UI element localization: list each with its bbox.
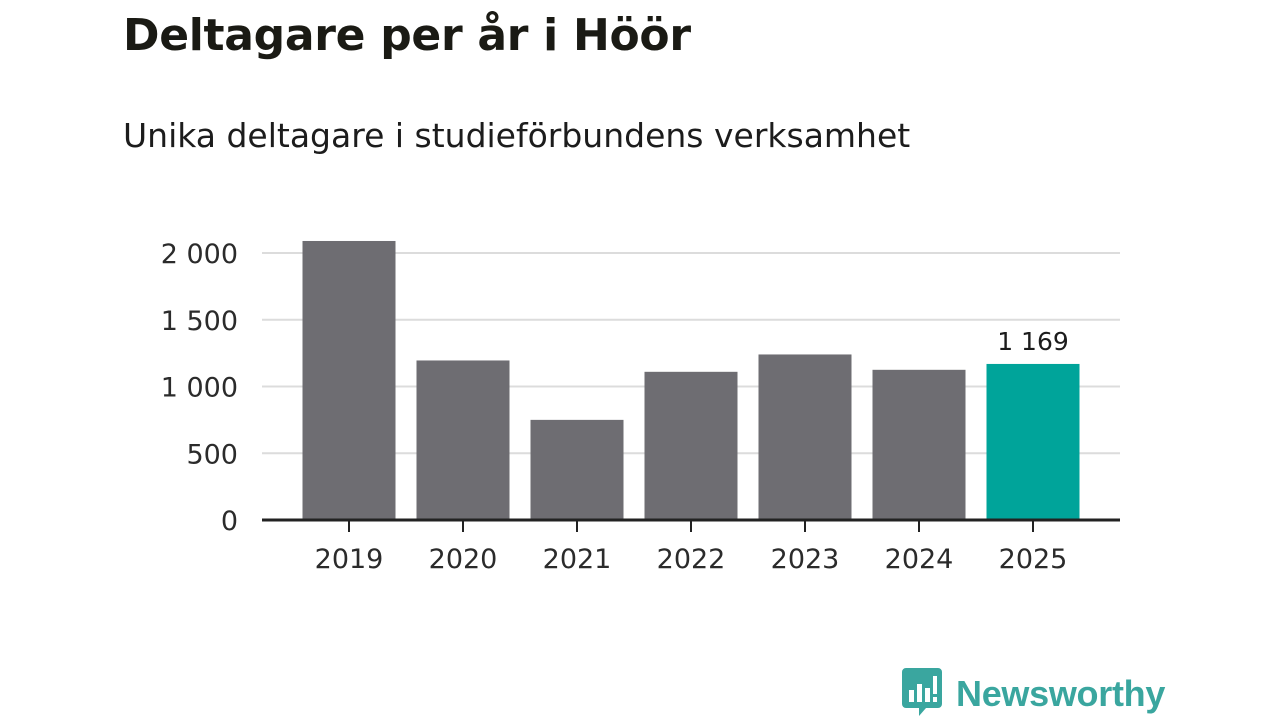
x-tick-label: 2021 <box>543 544 612 575</box>
x-tick-label: 2022 <box>657 544 726 575</box>
bars <box>302 240 1080 521</box>
y-tick-label: 0 <box>221 506 238 537</box>
bar <box>986 363 1080 520</box>
x-tick-label: 2025 <box>999 544 1068 575</box>
y-tick-label: 500 <box>186 439 238 470</box>
chart-title: Deltagare per år i Höör <box>123 10 691 61</box>
bar <box>530 419 624 520</box>
bar <box>416 360 510 520</box>
y-tick-label: 1 000 <box>161 373 238 404</box>
brand-name: Newsworthy <box>956 673 1166 714</box>
newsworthy-brand: Newsworthy <box>902 668 1165 720</box>
bar <box>872 369 966 520</box>
newsworthy-logo-icon <box>902 668 942 716</box>
axes <box>262 518 1120 532</box>
bar <box>644 371 738 520</box>
x-tick-label: 2020 <box>429 544 498 575</box>
labels: 0 500 1 000 1 500 2 000 2019 2020 2021 2022 2023 2… <box>161 239 1069 575</box>
x-tick-label: 2023 <box>771 544 840 575</box>
y-tick-label: 2 000 <box>161 239 238 270</box>
x-tick-label: 2024 <box>885 544 954 575</box>
bar <box>758 354 852 520</box>
y-tick-label: 1 500 <box>161 306 238 337</box>
chart-subtitle: Unika deltagare i studieförbundens verks… <box>123 116 911 155</box>
data-label: 1 169 <box>997 327 1069 356</box>
x-tick-label: 2019 <box>315 544 384 575</box>
bar-chart: 0 500 1 000 1 500 2 000 2019 2020 2021 2022 2023 2… <box>161 239 1120 575</box>
bar <box>302 240 396 521</box>
